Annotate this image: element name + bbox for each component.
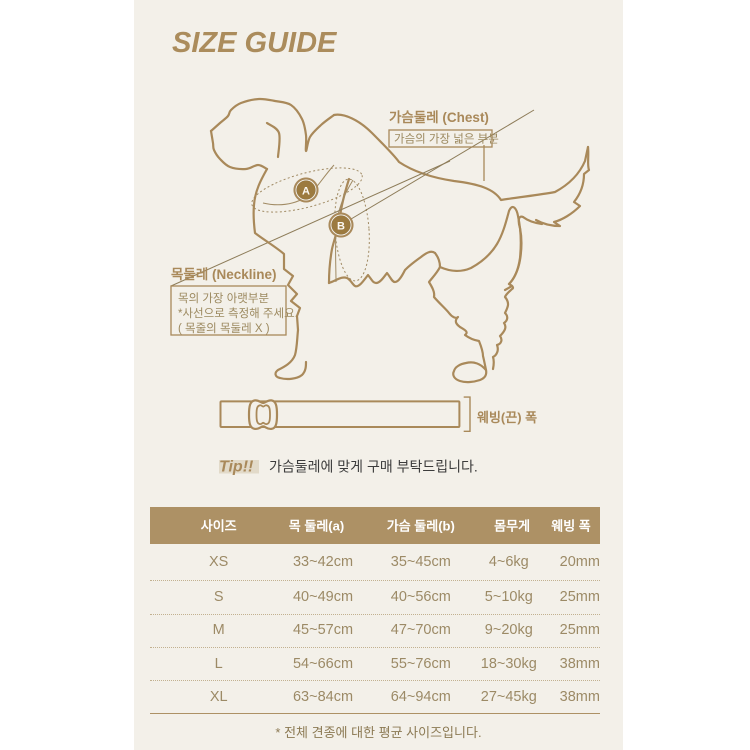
- svg-text:웨빙(끈) 폭: 웨빙(끈) 폭: [477, 410, 537, 425]
- svg-text:가슴둘레에 맞게 구매 부탁드립니다.: 가슴둘레에 맞게 구매 부탁드립니다.: [269, 459, 478, 475]
- svg-text:Tip!!: Tip!!: [219, 459, 254, 476]
